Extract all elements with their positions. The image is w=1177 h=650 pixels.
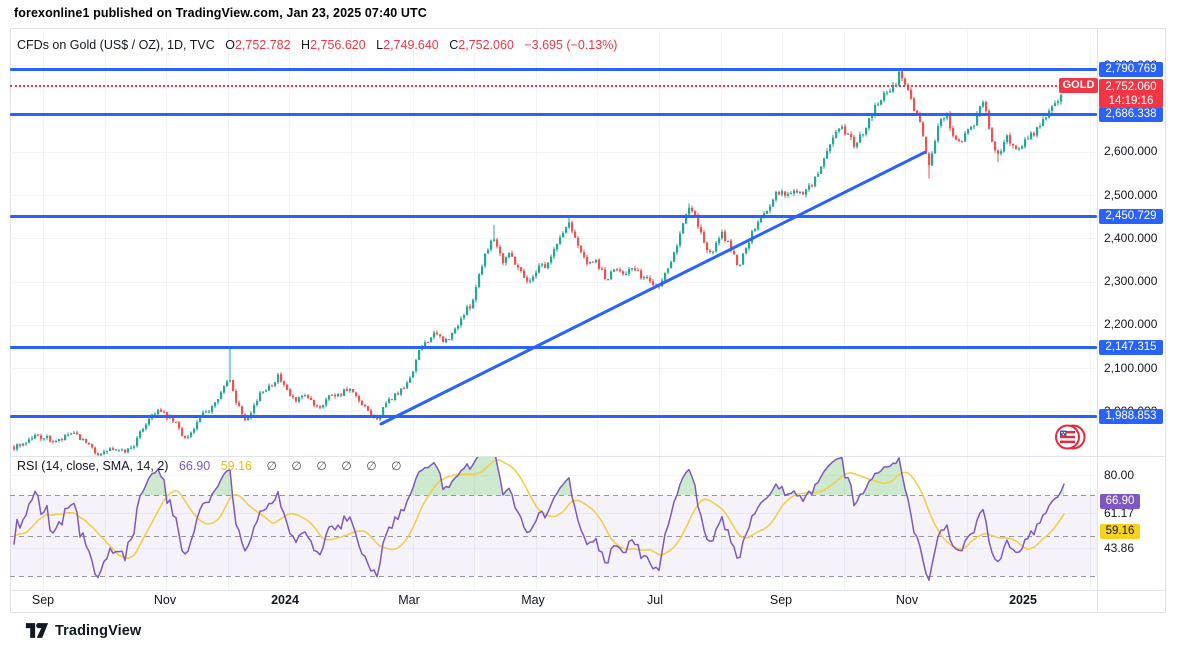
- rsi-axis-label: 61.17: [1104, 505, 1135, 520]
- time-axis-label-nov[interactable]: Nov: [153, 593, 177, 607]
- tradingview-footer-link[interactable]: TradingView: [25, 622, 141, 639]
- rsi-value-badge: 66.90: [1100, 494, 1140, 509]
- rsi-empty-value: ∅: [291, 459, 302, 473]
- time-axis-label-jul[interactable]: Jul: [647, 593, 663, 607]
- ohlc-close-value: 2,752.060: [458, 38, 514, 52]
- current-price-line: [10, 84, 1097, 87]
- price-level-line[interactable]: [10, 67, 1097, 71]
- time-axis-label-sep[interactable]: Sep: [31, 593, 55, 607]
- price-level-badge: 2,147.315: [1099, 340, 1163, 356]
- pane-separator[interactable]: [10, 456, 1165, 457]
- price-level-line[interactable]: [10, 346, 1097, 350]
- price-level-badge: 1,988.853: [1099, 408, 1163, 424]
- price-axis-label: 2,600.000: [1104, 144, 1158, 159]
- rsi-empty-value: ∅: [341, 459, 352, 473]
- rsi-empty-value: ∅: [266, 459, 277, 473]
- time-axis-label-sep[interactable]: Sep: [769, 593, 793, 607]
- tradingview-logo-icon: [25, 623, 49, 638]
- time-axis-label-mar[interactable]: Mar: [398, 593, 420, 607]
- rsi-empty-value: ∅: [391, 459, 402, 473]
- price-level-badge: 2,790.769: [1099, 61, 1163, 77]
- symbol-price-tag: GOLD: [1059, 78, 1098, 94]
- time-axis-separator: [10, 590, 1165, 591]
- rsi-axis-label: 80.00: [1104, 467, 1135, 482]
- ohlc-open-value: 2,752.782: [234, 38, 291, 52]
- ohlc-high-value: 2,756.620: [310, 38, 366, 52]
- ohlc-low-letter: L: [376, 38, 384, 52]
- price-axis-label: 2,500.000: [1104, 187, 1158, 202]
- time-axis-label-2025[interactable]: 2025: [1009, 593, 1037, 607]
- attribution-text[interactable]: forexonline1 published on TradingView.co…: [14, 6, 427, 20]
- rsi-sma-badge: 59.16: [1100, 524, 1140, 539]
- price-level-line[interactable]: [10, 112, 1097, 116]
- price-axis-label: 2,400.000: [1104, 230, 1158, 245]
- symbol-legend[interactable]: CFDs on Gold (US$ / OZ), 1D, TVC O2,752.…: [17, 38, 617, 52]
- symbol-title[interactable]: CFDs on Gold (US$ / OZ), 1D, TVC: [17, 38, 215, 52]
- time-axis-label-nov[interactable]: Nov: [895, 593, 919, 607]
- price-level-line[interactable]: [10, 214, 1097, 218]
- frame-right: [1165, 28, 1166, 613]
- ohlc-high-letter: H: [301, 38, 311, 52]
- ohlc-close-letter: C: [449, 38, 459, 52]
- price-axis-label: 2,200.000: [1104, 317, 1158, 332]
- ohlc-open-letter: O: [225, 38, 235, 52]
- rsi-legend[interactable]: RSI (14, close, SMA, 14, 2) 66.90 59.16 …: [17, 459, 402, 473]
- rsi-title[interactable]: RSI (14, close, SMA, 14, 2): [17, 459, 169, 473]
- rsi-empty-value: ∅: [316, 459, 327, 473]
- price-chart-canvas[interactable]: [10, 28, 1097, 456]
- last-price-value: 2,752.060: [1105, 80, 1157, 93]
- price-change: −3.695 (−0.13%): [524, 38, 618, 52]
- forexonline-logo: [1055, 424, 1086, 450]
- bar-countdown: 14:19:16: [1108, 94, 1154, 107]
- last-price-badge: 2,752.060 14:19:16: [1099, 78, 1163, 108]
- price-axis-label: 2,300.000: [1104, 274, 1158, 289]
- price-level-badge: 2,450.729: [1099, 208, 1163, 224]
- price-level-badge: 2,686.338: [1099, 106, 1163, 122]
- rsi-axis-label: 43.86: [1104, 540, 1135, 555]
- time-axis-label-may[interactable]: May: [521, 593, 545, 607]
- price-scale-border: [1097, 28, 1098, 613]
- ohlc-low-value: 2,749.640: [383, 38, 439, 52]
- frame-bottom: [10, 612, 1165, 613]
- rsi-value: 66.90: [178, 459, 211, 473]
- time-axis-label-2024[interactable]: 2024: [271, 593, 299, 607]
- rsi-pane-canvas[interactable]: [10, 456, 1097, 590]
- tradingview-brand-text: TradingView: [55, 622, 142, 639]
- price-axis-label: 2,100.000: [1104, 360, 1158, 375]
- rsi-empty-value: ∅: [366, 459, 377, 473]
- rsi-sma-value: 59.16: [220, 459, 252, 473]
- price-level-line[interactable]: [10, 414, 1097, 418]
